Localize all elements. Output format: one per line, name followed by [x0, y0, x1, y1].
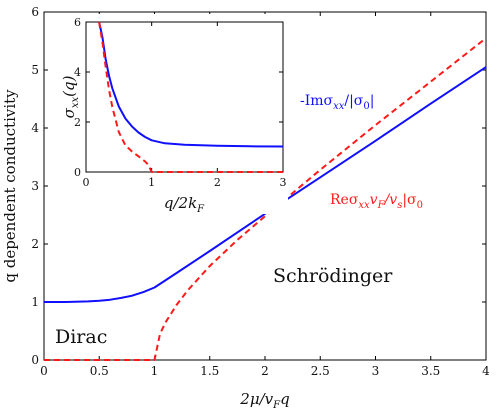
inset-x-tick-label: 3 — [280, 176, 287, 189]
main-x-axis-label: 2μ/vFq — [239, 390, 289, 411]
main-y-tick-label: 2 — [31, 237, 39, 251]
inset-series-line-dashed — [98, 21, 283, 173]
inset-background — [63, 14, 288, 214]
main-x-tick-label: 3.5 — [421, 364, 440, 378]
main-x-tick-label: 2 — [261, 364, 269, 378]
inset-x-tick-label: 1 — [148, 176, 155, 189]
inset-y-axis-label: σxx(q) — [60, 75, 81, 118]
inset-axis-ticks: 0 1 2 3 0 2 4 6 — [74, 16, 287, 189]
inset-plot-frame — [85, 21, 284, 173]
main-y-tick-label: 0 — [31, 353, 39, 367]
inset-x-tick-label: 0 — [83, 176, 90, 189]
inset-x-tick-label: 2 — [214, 176, 221, 189]
schrodinger-annotation: Schrödinger — [273, 265, 393, 287]
inset-y-tick-label: 0 — [74, 166, 81, 179]
inset-y-tick-label: 6 — [74, 16, 81, 29]
main-y-tick-label: 6 — [31, 5, 39, 19]
main-y-tick-label: 1 — [31, 295, 39, 309]
main-y-axis-label: q dependent conductivity — [1, 89, 19, 283]
main-x-tick-label: 0.5 — [90, 364, 109, 378]
main-x-tick-label: 3 — [372, 364, 380, 378]
inset-x-axis-label: q/2kF — [164, 194, 205, 215]
main-x-tick-label: 1.5 — [200, 364, 219, 378]
inset-y-tick-label: 2 — [74, 116, 81, 129]
main-x-tick-label: 0 — [40, 364, 48, 378]
main-series-line-solid — [44, 66, 487, 303]
dirac-annotation: Dirac — [55, 326, 107, 348]
inset-series-line-solid — [98, 21, 284, 148]
re-series-label: ReσxxvF/vs|σ0 — [330, 192, 423, 211]
main-x-tick-label: 2.5 — [311, 364, 330, 378]
main-x-tick-label: 4 — [482, 364, 490, 378]
main-y-tick-label: 4 — [31, 121, 39, 135]
main-axis-ticks: 0 0.5 1 1.5 2 2.5 3 3.5 4 0 1 2 3 4 5 6 — [31, 5, 490, 378]
main-series-line-dashed — [44, 37, 487, 361]
main-y-tick-label: 3 — [31, 179, 39, 193]
main-y-tick-label: 5 — [31, 63, 39, 77]
inset-series-group — [98, 21, 284, 173]
im-series-label: -Imσxx/|σ0| — [300, 93, 374, 112]
main-x-tick-label: 1 — [151, 364, 159, 378]
main-series-group — [44, 37, 487, 361]
inset-y-tick-label: 4 — [74, 66, 81, 79]
